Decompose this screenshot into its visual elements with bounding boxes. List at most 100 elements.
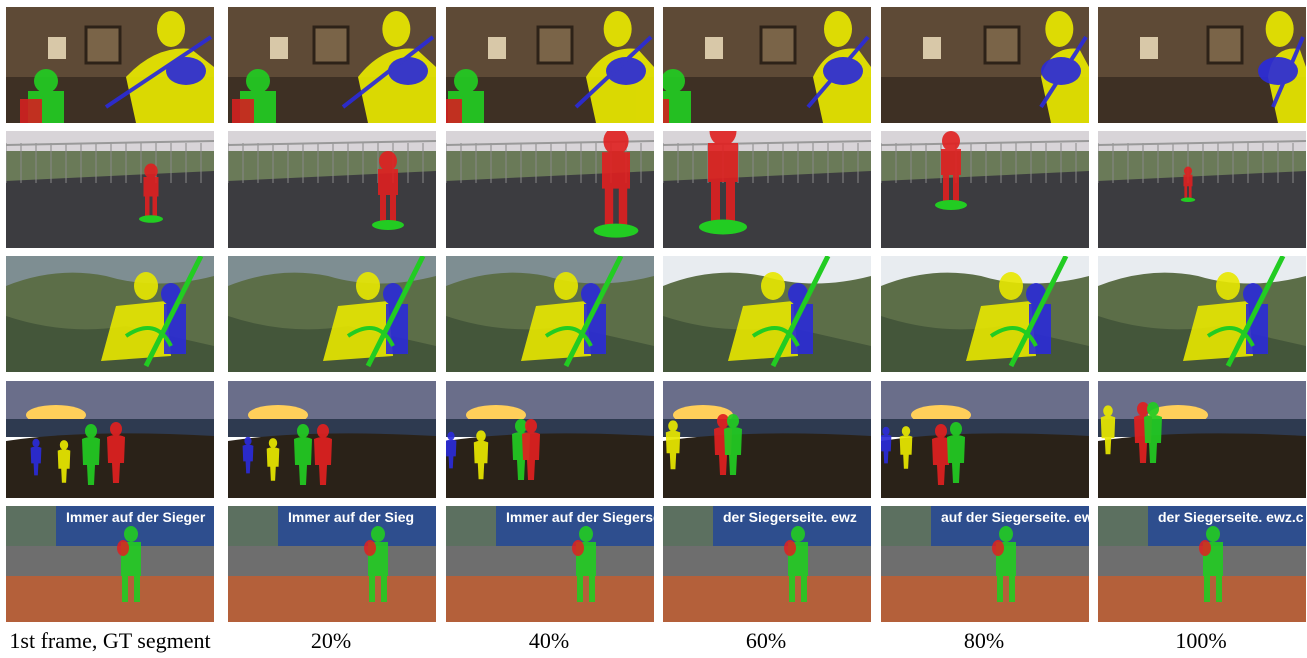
frame-paragliders-0 <box>6 256 214 372</box>
rider-mask <box>602 131 630 225</box>
hiker-mask <box>30 438 42 476</box>
frame-image <box>6 381 214 498</box>
hiker-mask <box>881 426 892 464</box>
fence <box>228 546 436 576</box>
frame-sunset-hikers-1 <box>228 381 436 498</box>
frame-tennis-player-0: Immer auf der Sieger <box>6 506 214 622</box>
sky <box>1098 131 1306 151</box>
frame-image <box>228 381 436 498</box>
frame-image <box>446 256 654 372</box>
banner-text: auf der Siegerseite. ewz <box>941 509 1089 525</box>
picture-frame <box>1206 25 1244 65</box>
frame-violin-player-5 <box>1098 7 1306 123</box>
frame-image <box>1098 381 1306 498</box>
picture-frame <box>536 25 574 65</box>
frame-image <box>663 131 871 248</box>
picture-frame <box>759 25 797 65</box>
frame-image <box>663 7 871 123</box>
banner <box>713 506 871 546</box>
road <box>1098 171 1306 248</box>
caption-1st-frame: 1st frame, GT segment <box>9 628 211 653</box>
rider-mask <box>1183 166 1193 198</box>
violin-mask <box>1258 36 1305 108</box>
sea <box>228 419 436 437</box>
hiker-mask <box>522 419 540 480</box>
road <box>228 171 436 248</box>
caption-80: 80% <box>963 628 1005 653</box>
frame-image <box>6 7 214 123</box>
hillside <box>881 433 1089 498</box>
racket-mask <box>784 540 796 556</box>
harness-mask <box>770 256 831 368</box>
hoverboard-mask <box>372 220 404 230</box>
hiker-mask <box>266 438 280 481</box>
frame-hoverboard-rider-3 <box>663 131 871 248</box>
road <box>881 171 1089 248</box>
clay-court <box>6 576 214 622</box>
audience-mask <box>232 69 276 123</box>
frame-tennis-player-5: der Siegerseite. ewz.c <box>1098 506 1306 622</box>
clay-court <box>663 576 871 622</box>
violin-mask <box>574 35 653 109</box>
banner-text: Immer auf der Siegerseite. <box>506 509 654 525</box>
hiker-mask <box>242 436 254 474</box>
banner-text: Immer auf der Sieger <box>66 509 206 525</box>
frame-paragliders-3 <box>663 256 871 372</box>
frame-image <box>446 7 654 123</box>
sea <box>446 419 654 437</box>
harness-mask <box>563 256 624 368</box>
frame-image <box>881 256 1089 372</box>
hiker-mask <box>446 431 457 469</box>
caption-20: 20% <box>310 628 352 653</box>
banner <box>1148 506 1306 546</box>
frame-image: auf der Siegerseite. ewz <box>881 506 1089 622</box>
hillside <box>1098 433 1306 498</box>
racket-mask <box>572 540 584 556</box>
hoverboard-mask <box>593 223 639 238</box>
hillside <box>663 433 871 498</box>
hiker-mask <box>473 430 489 480</box>
sky <box>881 131 1089 151</box>
frame-image <box>6 256 214 372</box>
sea <box>6 419 214 437</box>
frame-violin-player-1 <box>228 7 436 123</box>
rider-mask <box>143 163 159 216</box>
picture-frame <box>983 25 1021 65</box>
frame-image <box>663 381 871 498</box>
fence <box>663 546 871 576</box>
frame-image <box>228 256 436 372</box>
banner-text: der Siegerseite. ewz <box>723 509 857 525</box>
frame-sunset-hikers-4 <box>881 381 1089 498</box>
picture-frame <box>312 25 350 65</box>
banner-text: der Siegerseite. ewz.c <box>1158 509 1304 525</box>
frame-violin-player-4 <box>881 7 1089 123</box>
hiker-mask <box>899 426 913 469</box>
frame-paragliders-5 <box>1098 256 1306 372</box>
clay-court <box>446 576 654 622</box>
frame-hoverboard-rider-5 <box>1098 131 1306 248</box>
clay-court <box>228 576 436 622</box>
hoverboard-mask <box>935 200 967 210</box>
hiker-mask <box>1100 405 1116 455</box>
hiker-mask <box>724 414 742 475</box>
violin-mask <box>104 35 213 109</box>
lamp <box>270 37 288 59</box>
frame-hoverboard-rider-0 <box>6 131 214 248</box>
frame-violin-player-0 <box>6 7 214 123</box>
fence <box>446 546 654 576</box>
harness-mask <box>1008 256 1069 368</box>
hoverboard-mask <box>139 215 163 223</box>
frame-image: Immer auf der Siegerseite. <box>446 506 654 622</box>
violin-mask <box>1039 35 1088 109</box>
racket-mask <box>1199 540 1211 556</box>
audience-mask <box>20 69 64 123</box>
hiker-mask <box>82 424 100 485</box>
frame-hoverboard-rider-4 <box>881 131 1089 248</box>
frame-image: Immer auf der Sieg <box>228 506 436 622</box>
frame-violin-player-3 <box>663 7 871 123</box>
frame-image <box>228 131 436 248</box>
hiker-mask <box>1144 402 1162 463</box>
hiker-mask <box>314 424 332 485</box>
lamp <box>923 37 941 59</box>
